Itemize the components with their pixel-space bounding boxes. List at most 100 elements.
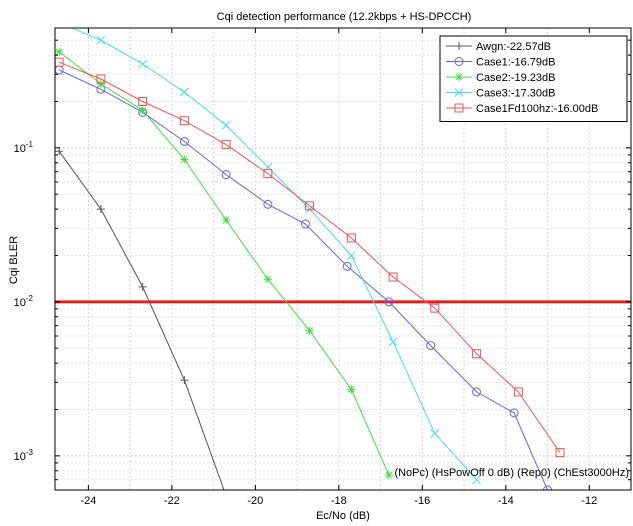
x-tick-label: -20	[247, 495, 263, 507]
series-2-point-b	[385, 471, 393, 479]
series-0-point	[96, 205, 105, 214]
series-4	[55, 57, 565, 458]
series-3-point-b	[221, 120, 231, 130]
legend-item: Case2:-19.23dB	[446, 72, 556, 84]
series-1-point	[342, 261, 352, 271]
legend-item: Awgn:-22.57dB	[446, 41, 551, 53]
series-4-point	[430, 303, 440, 313]
series-2-point-b	[264, 275, 272, 283]
legend-swatch-marker-b	[454, 88, 464, 97]
y-axis-title: Cqi BLER	[8, 236, 20, 284]
series-2-point	[222, 215, 231, 224]
series-1-point	[300, 219, 310, 229]
series-4-point	[96, 74, 106, 84]
series-1-point	[384, 297, 394, 307]
series-1-point	[509, 408, 519, 418]
x-tick-label: -18	[331, 495, 347, 507]
series-2-point	[180, 155, 189, 164]
series-3-point	[96, 35, 106, 45]
plot-series	[55, 28, 565, 490]
x-tick-label: -14	[498, 495, 514, 507]
series-2-point-b	[222, 216, 230, 224]
series-2-point	[305, 326, 314, 335]
legend-item: Case1Fd100hz:-16.00dB	[446, 103, 598, 115]
legend-label: Case1:-16.79dB	[476, 57, 556, 69]
series-2-point	[263, 275, 272, 284]
y-tick-label: 10-1	[14, 140, 34, 155]
chart-title: Cqi detection performance (12.2kbps + HS…	[217, 11, 472, 23]
x-tick-label: -22	[164, 495, 180, 507]
legend-swatch-marker	[454, 57, 464, 66]
legend-label: Case2:-19.23dB	[476, 72, 556, 84]
series-4-point	[346, 233, 356, 243]
series-2-point	[138, 106, 147, 115]
series-3-point	[430, 428, 440, 438]
series-4-point	[305, 201, 315, 211]
series-2	[55, 47, 393, 480]
series-3-point-b	[138, 59, 148, 69]
series-4-point	[472, 349, 482, 359]
series-2-point	[347, 385, 356, 394]
y-tick-label: 10-3	[14, 448, 34, 463]
series-4-line	[59, 61, 561, 453]
legend-swatch-marker-b	[455, 73, 463, 81]
series-2-point-b	[347, 386, 355, 393]
legend-label: Case3:-17.30dB	[476, 88, 556, 100]
series-3-point	[346, 251, 356, 260]
series-4-point	[513, 387, 523, 397]
legend-swatch-marker	[454, 88, 464, 97]
x-tick-label: -24	[80, 495, 96, 507]
legend-label: Case1Fd100hz:-16.00dB	[476, 103, 598, 115]
series-3-point	[221, 120, 231, 130]
series-2-point-b	[55, 48, 63, 56]
legend-box	[439, 35, 628, 122]
legend-label: Awgn:-22.57dB	[476, 41, 551, 53]
series-3-point	[388, 337, 398, 347]
series-0-point	[55, 147, 64, 156]
series-2-point-b	[139, 107, 147, 114]
series-1-point	[179, 136, 189, 146]
series-1-point	[543, 485, 553, 490]
series-3-point-b	[180, 87, 189, 97]
legend-swatch-marker	[455, 73, 463, 81]
series-3-point	[180, 87, 189, 97]
series-4-point	[179, 116, 189, 126]
series-3-point-b	[96, 35, 106, 45]
series-1-point	[221, 170, 231, 180]
series-2-point	[55, 47, 64, 56]
series-2-point-b	[181, 156, 188, 163]
series-1-point	[472, 387, 482, 397]
series-4-point	[388, 272, 398, 282]
series-0-point	[180, 376, 189, 385]
series-3-point	[305, 204, 314, 214]
series-4-point	[555, 448, 565, 458]
plot-frame	[54, 27, 632, 491]
series-3-point-b	[430, 428, 440, 438]
legend-swatch-marker	[454, 103, 464, 113]
legend-item: Case1:-16.79dB	[446, 57, 556, 69]
x-axis-title: Ec/No (dB)	[316, 510, 370, 522]
series-2-point	[384, 471, 393, 480]
series-3-point	[472, 475, 481, 485]
y-tick-label: 10-2	[14, 294, 34, 309]
axis-ticks: -24 -22 -20 -18 -16 -14 -12 10-1 10-2 10-3	[14, 28, 631, 507]
chart-annotation: (NoPc) (HsPowOff 0 dB) (Rep0) (ChEst3000…	[394, 467, 629, 479]
series-4-point	[221, 140, 231, 150]
series-3-point-b	[346, 251, 356, 260]
series-4-point	[138, 96, 148, 106]
series-0-point	[138, 282, 147, 291]
series-2-point-b	[306, 327, 313, 335]
x-tick-label: -16	[414, 495, 430, 507]
legend-swatch-marker	[455, 42, 463, 50]
x-tick-label: -12	[581, 495, 597, 507]
legend: Awgn:-22.57dB Case1:-16.79dB Case2:-19.23d…	[439, 35, 628, 122]
series-3	[70, 28, 481, 485]
series-3-point-b	[305, 204, 314, 214]
series-0	[55, 147, 225, 490]
series-1-point	[426, 341, 436, 351]
series-3-point	[138, 59, 148, 69]
series-3-point-b	[472, 475, 481, 485]
series-4-point	[263, 169, 273, 179]
series-1-point	[263, 199, 273, 209]
